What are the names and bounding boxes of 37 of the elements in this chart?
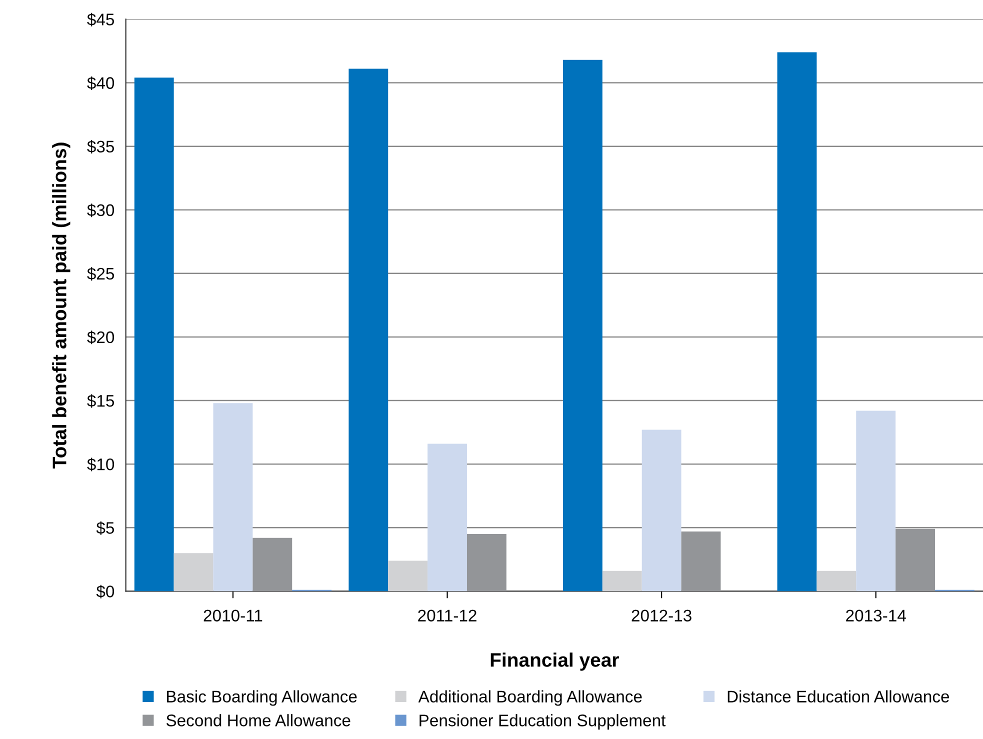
legend-label: Basic Boarding Allowance: [167, 690, 357, 706]
bar: [896, 528, 935, 592]
legend-label: Additional Boarding Allowance: [418, 690, 642, 706]
y-tick-label: $35: [87, 140, 114, 154]
legend-label: Pensioner Education Supplement: [420, 714, 666, 730]
bar: [213, 403, 253, 592]
x-tick-label: 2012-13: [632, 610, 692, 622]
bar: [348, 68, 388, 592]
bar: [466, 534, 506, 592]
y-tick-label: $0: [96, 584, 114, 598]
y-tick-label: $10: [87, 458, 114, 472]
legend-label: Second Home Allowance: [166, 714, 350, 726]
y-tick-label: $30: [87, 204, 114, 218]
bar: [856, 410, 896, 592]
y-tick-label: $40: [87, 76, 114, 90]
y-tick-label: $20: [87, 330, 114, 344]
x-tick-label: 2011-12: [418, 610, 476, 622]
bar: [562, 60, 602, 592]
bar: [174, 553, 214, 592]
bar: [428, 444, 467, 592]
x-axis-title: Financial year: [490, 652, 619, 671]
bar: [388, 560, 428, 592]
bar: [642, 430, 682, 592]
bar: [816, 570, 856, 592]
bar: [777, 52, 817, 592]
y-axis-title: Total benefit amount paid (millions): [52, 142, 70, 468]
x-tick-label: 2010-11: [204, 610, 262, 622]
bar: [602, 570, 642, 592]
bar: [681, 531, 721, 592]
bar: [134, 78, 174, 592]
x-tick-label: 2013-14: [846, 610, 906, 622]
y-tick-label: $45: [87, 12, 114, 26]
y-tick-label: $15: [87, 394, 114, 408]
legend-label: Distance Education Allowance: [728, 690, 950, 702]
bar: [252, 538, 292, 592]
y-tick-label: $5: [96, 521, 114, 535]
y-tick-label: $25: [87, 267, 114, 281]
